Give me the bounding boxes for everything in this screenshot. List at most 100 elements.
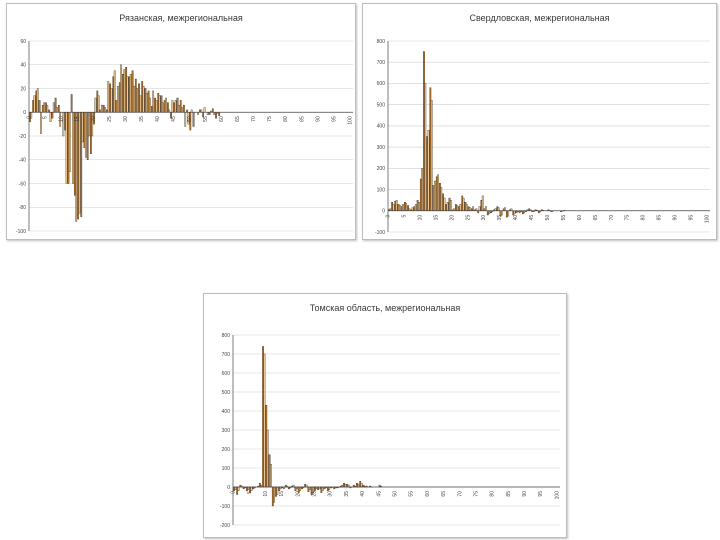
bar [181, 107, 183, 113]
bar [462, 197, 465, 211]
bar [357, 483, 360, 488]
bar [45, 102, 47, 113]
bar [165, 97, 167, 113]
bar [88, 112, 90, 137]
bar [258, 483, 261, 488]
bar [512, 210, 515, 216]
bar [158, 95, 161, 113]
bar [97, 95, 100, 113]
bar [115, 100, 118, 113]
y-tick-label: 700 [222, 352, 231, 358]
bar [398, 205, 401, 211]
bar [346, 483, 349, 488]
bar [163, 100, 166, 113]
bar [304, 483, 307, 488]
x-tick-label: 95 [331, 116, 337, 122]
bar [233, 486, 235, 491]
x-tick-label: 15 [75, 116, 81, 122]
bar [391, 202, 393, 211]
bar [208, 112, 211, 115]
bar [128, 76, 131, 113]
bar [402, 204, 404, 211]
bar [57, 104, 60, 113]
bar [506, 210, 508, 218]
bar [65, 112, 68, 184]
x-tick-label: 85 [657, 215, 663, 221]
bar [199, 109, 201, 113]
bar [81, 112, 84, 143]
bar [455, 204, 457, 211]
bar [507, 210, 510, 217]
bar [467, 206, 470, 211]
bar [418, 202, 420, 211]
x-tick-label: 5 [402, 215, 408, 218]
bar [109, 83, 111, 113]
bar [129, 74, 132, 113]
x-tick-label: 40 [360, 491, 366, 497]
y-tick-label: 600 [222, 371, 231, 377]
x-tick-label: 45 [171, 116, 177, 122]
y-tick-label: 800 [377, 39, 386, 45]
bar [419, 178, 422, 211]
bar [96, 90, 99, 113]
bar [106, 109, 108, 113]
bar [271, 486, 274, 507]
bar [513, 210, 516, 215]
y-tick-label: 100 [222, 466, 231, 472]
y-tick-label: 300 [222, 428, 231, 434]
bar [48, 109, 51, 113]
bar [62, 112, 65, 137]
x-tick-label: 80 [490, 491, 496, 497]
bar [278, 486, 281, 491]
bar [40, 112, 42, 134]
x-tick-label: 35 [497, 215, 503, 221]
bar [465, 204, 468, 211]
bar [78, 112, 81, 214]
bar [413, 206, 416, 211]
bar [449, 199, 452, 211]
x-tick-label: 80 [641, 215, 647, 221]
bar [424, 83, 427, 211]
bar [152, 90, 155, 113]
x-tick-label: 0 [27, 116, 33, 119]
bar [54, 97, 57, 113]
y-tick-label: 600 [377, 81, 386, 87]
bar [326, 486, 329, 491]
x-tick-label: 45 [529, 215, 535, 221]
bar [35, 90, 38, 113]
x-tick-label: 70 [609, 215, 615, 221]
bar [360, 483, 363, 488]
bar [110, 88, 113, 113]
bar [211, 108, 214, 113]
bar [344, 483, 347, 488]
bar [179, 100, 182, 113]
bar [192, 112, 195, 127]
bar [197, 112, 199, 115]
bar [481, 195, 484, 211]
bar [317, 486, 319, 491]
x-tick-label: 100 [704, 215, 710, 224]
bar [77, 112, 79, 220]
bar [70, 94, 73, 113]
x-tick-label: 55 [409, 491, 415, 497]
bar [359, 481, 362, 488]
x-tick-label: 15 [279, 491, 285, 497]
bar [405, 203, 408, 211]
bar [36, 88, 39, 113]
bar [157, 93, 160, 113]
y-tick-label: 0 [227, 485, 230, 491]
bar [84, 112, 87, 158]
x-tick-label: 10 [263, 491, 269, 497]
bar [356, 483, 358, 488]
x-tick-label: 50 [393, 491, 399, 497]
bar [131, 70, 134, 113]
bar [423, 51, 425, 211]
bar [320, 486, 323, 493]
x-tick-label: 75 [625, 215, 631, 221]
x-tick-label: 45 [376, 491, 382, 497]
bar [480, 199, 483, 211]
bar [437, 174, 439, 211]
bar [149, 97, 151, 113]
x-tick-label: 90 [522, 491, 528, 497]
bar [262, 346, 264, 488]
